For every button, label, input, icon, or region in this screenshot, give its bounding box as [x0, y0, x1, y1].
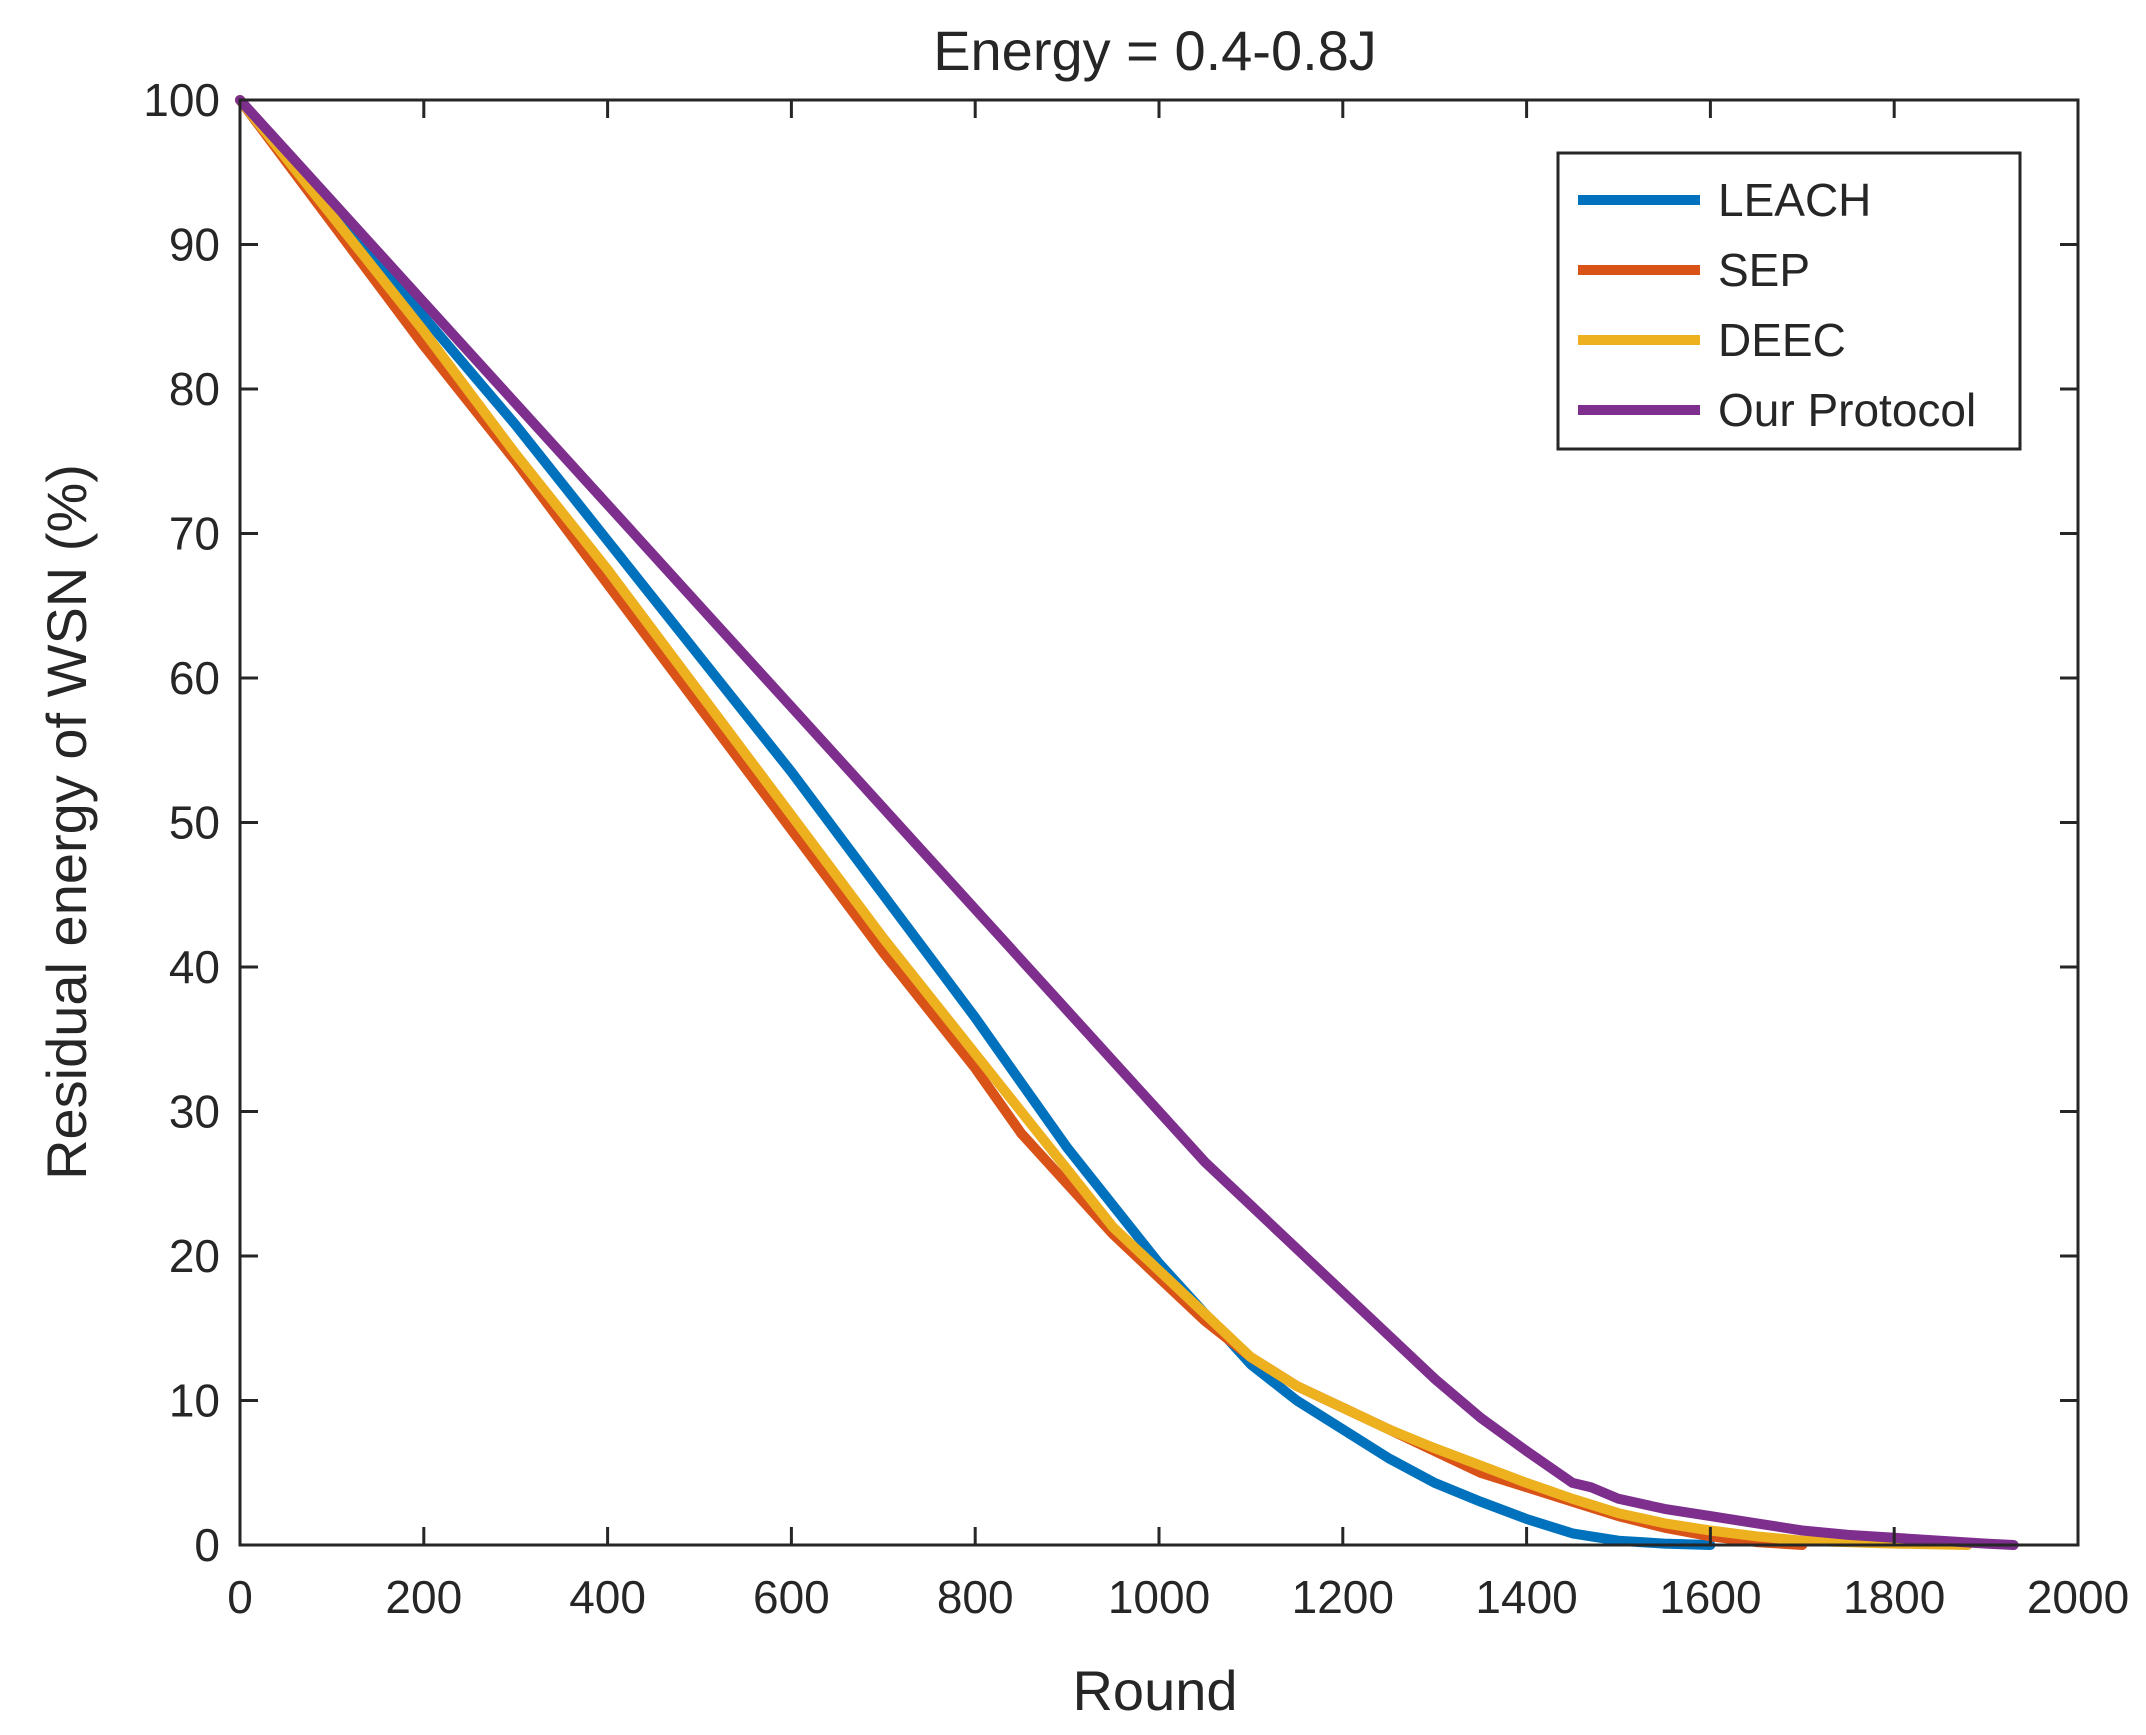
y-tick-label: 90 [169, 219, 220, 271]
x-tick-label: 1000 [1108, 1571, 1210, 1623]
y-tick-label: 80 [169, 363, 220, 415]
legend-label-our-protocol: Our Protocol [1718, 384, 1976, 436]
x-tick-label: 1200 [1292, 1571, 1394, 1623]
legend-label-leach: LEACH [1718, 174, 1871, 226]
y-tick-label: 30 [169, 1086, 220, 1138]
x-tick-label: 600 [753, 1571, 830, 1623]
x-tick-label: 1400 [1475, 1571, 1577, 1623]
legend-label-sep: SEP [1718, 244, 1810, 296]
x-tick-labels: 0 200 400 600 800 1000 1200 1400 1600 1800 2000 [227, 1571, 2129, 1623]
series-line-deec [235, 95, 1973, 1550]
y-tick-label: 60 [169, 652, 220, 704]
y-tick-label: 70 [169, 508, 220, 560]
y-tick-label: 100 [143, 74, 220, 126]
x-tick-label: 800 [937, 1571, 1014, 1623]
y-tick-label: 40 [169, 941, 220, 993]
y-tick-label: 0 [194, 1519, 220, 1571]
y-tick-label: 10 [169, 1375, 220, 1427]
x-axis-title: Round [1072, 1659, 1237, 1722]
y-axis-title: Residual energy of WSN (%) [35, 464, 98, 1180]
x-tick-label: 400 [569, 1571, 646, 1623]
legend: LEACH SEP DEEC Our Protocol [1556, 151, 2022, 451]
x-tick-label: 1600 [1659, 1571, 1761, 1623]
y-tick-label: 20 [169, 1230, 220, 1282]
x-tick-label: 0 [227, 1571, 253, 1623]
x-tick-label: 2000 [2027, 1571, 2129, 1623]
axis-ticks [238, 98, 2080, 1547]
x-tick-label: 200 [385, 1571, 462, 1623]
x-tick-label: 1800 [1843, 1571, 1945, 1623]
y-tick-label: 50 [169, 797, 220, 849]
series-line-our-protocol [235, 95, 2019, 1550]
y-tick-labels: 0 10 20 30 40 50 60 70 80 90 100 [143, 74, 220, 1571]
legend-label-deec: DEEC [1718, 314, 1846, 366]
plot-series [235, 95, 2019, 1550]
chart-title: Energy = 0.4-0.8J [933, 19, 1377, 82]
series-line-leach [235, 95, 1716, 1550]
